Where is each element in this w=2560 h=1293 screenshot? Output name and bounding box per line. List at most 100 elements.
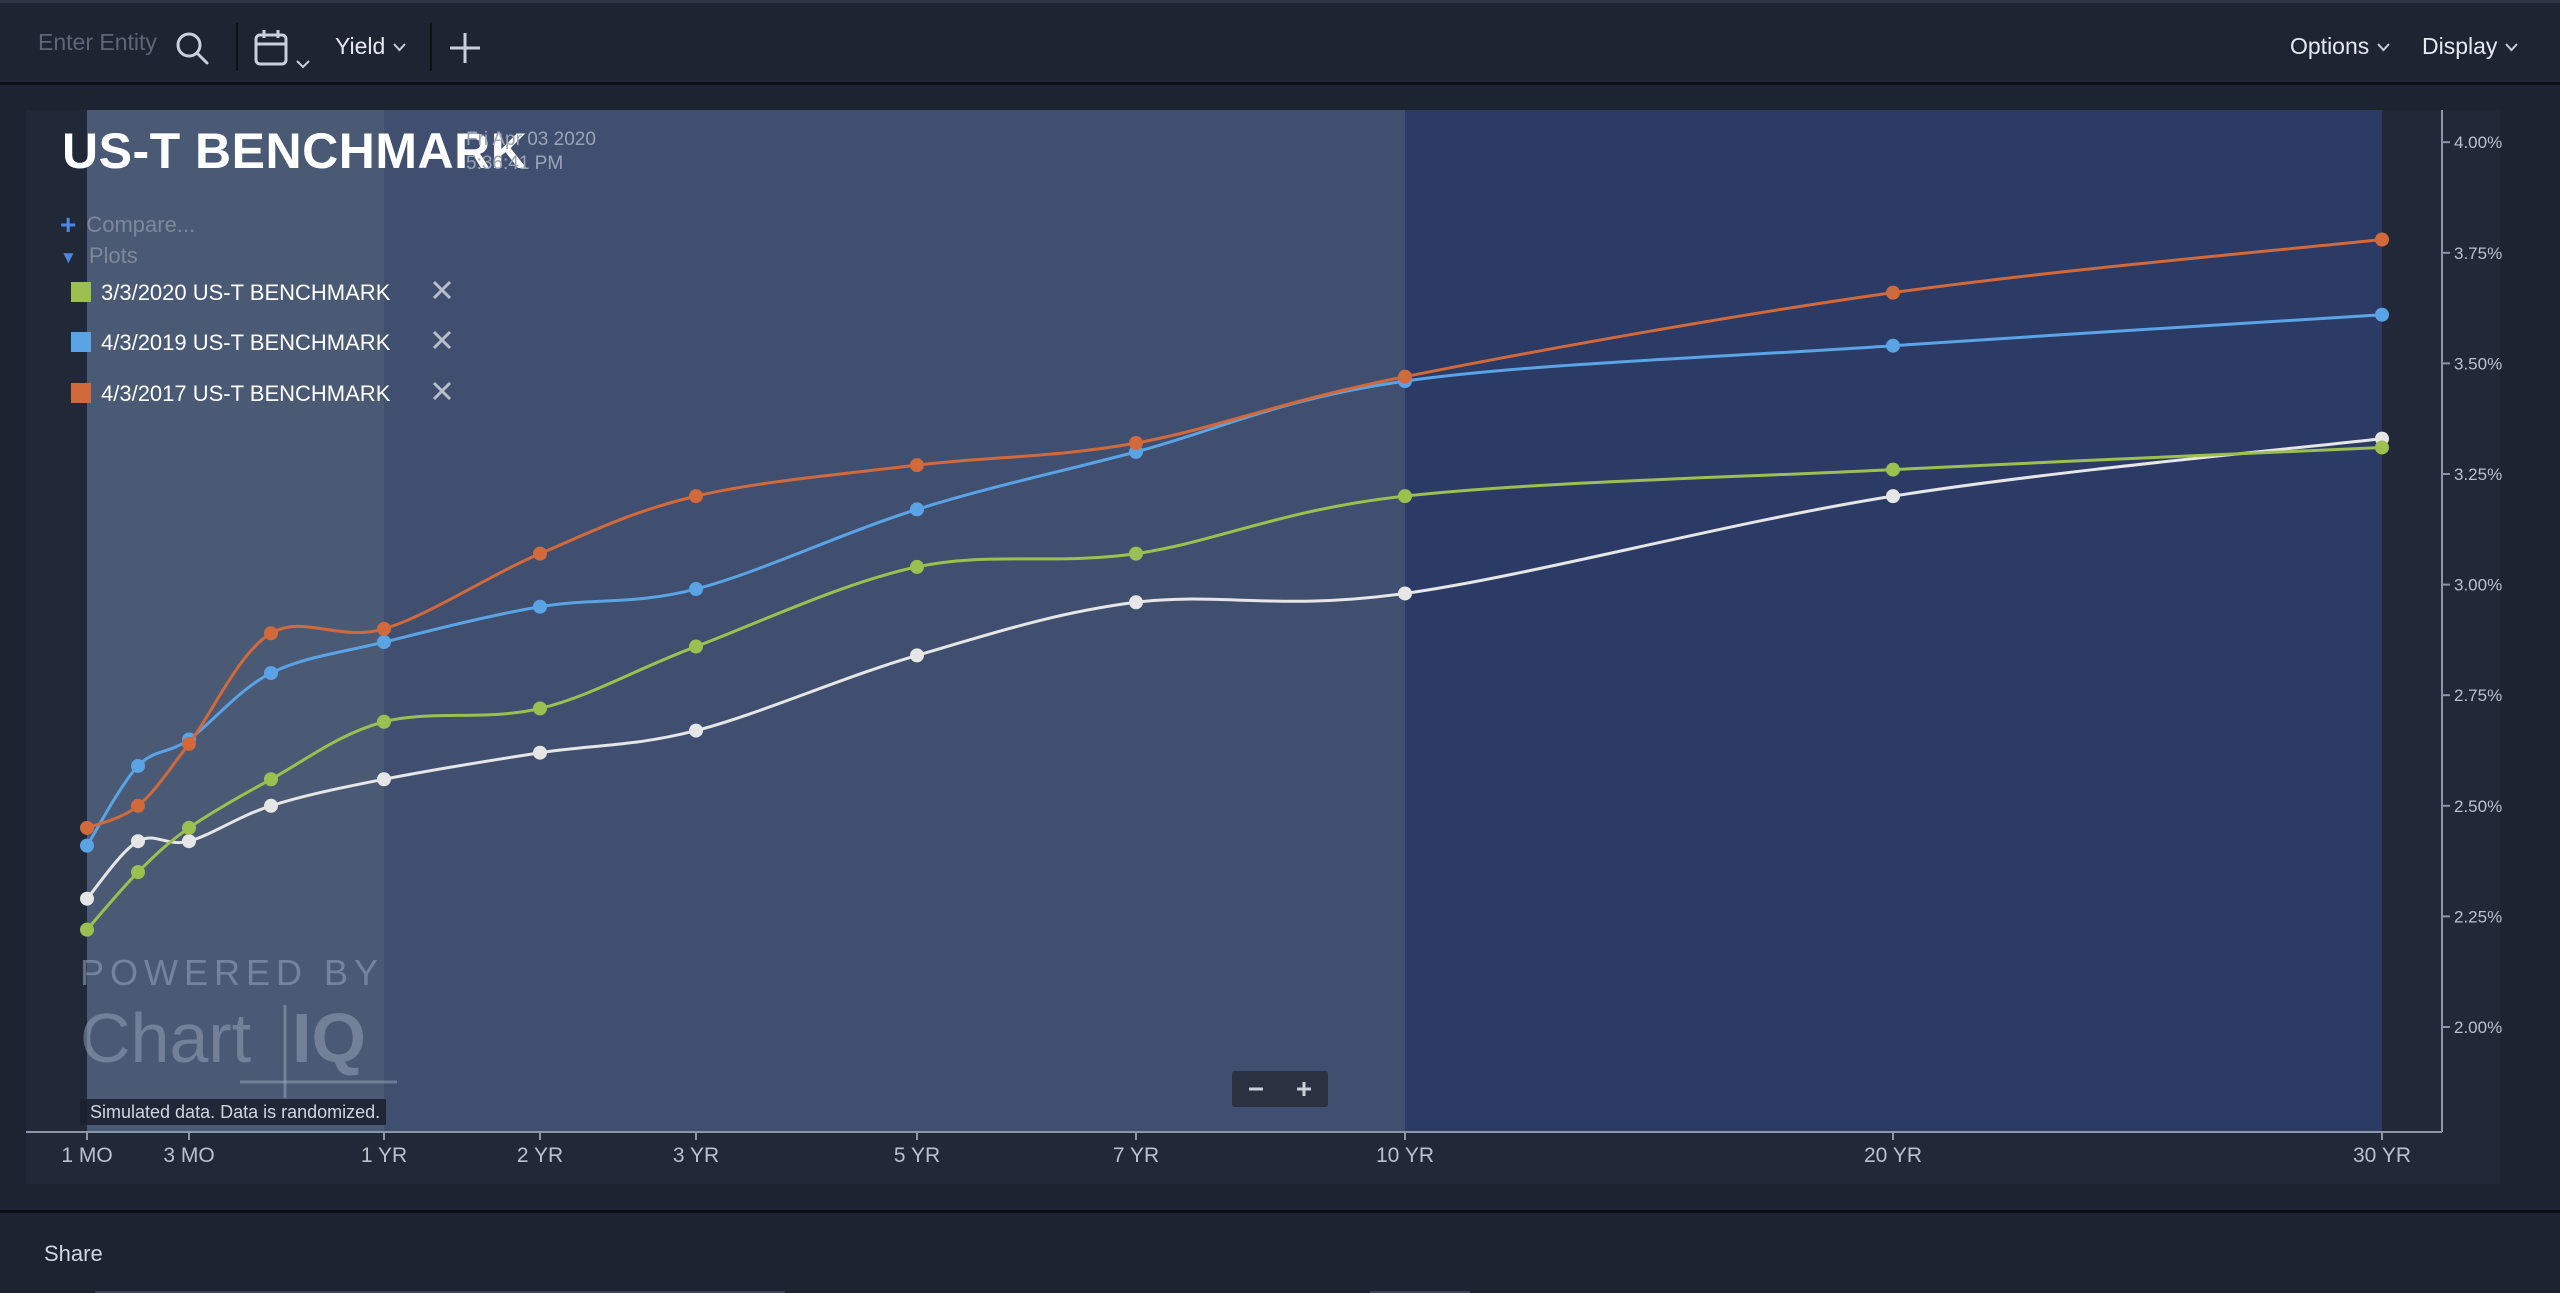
add-plus-icon[interactable] <box>448 31 482 65</box>
data-point <box>80 820 94 835</box>
maturity-band-long <box>1405 110 2382 1132</box>
yield-curve-chart[interactable]: 2.00% 2.25% 2.50% 2.75% 3.00% 3.25% 3.50% 3.75%… <box>0 0 2560 1210</box>
top-toolbar: Enter Entity Yield Options Display <box>0 0 2560 85</box>
data-point <box>131 798 145 813</box>
data-point <box>1886 462 1900 477</box>
entity-search-input[interactable]: Enter Entity <box>38 29 157 55</box>
chart-timestamp: Fri Apr 03 2020 5:36:41 PM <box>466 128 596 176</box>
data-point <box>80 891 94 906</box>
data-point <box>80 838 94 853</box>
display-label: Display <box>2422 33 2498 59</box>
data-point <box>264 626 278 641</box>
watermark-powered-by: POWERED BY <box>80 952 384 993</box>
display-dropdown[interactable]: Display <box>2422 33 2519 60</box>
close-icon[interactable] <box>429 378 455 404</box>
bottom-bar: Share <box>0 1210 2560 1293</box>
y-tick-label: 2.50% <box>2454 797 2502 816</box>
data-point <box>689 489 703 504</box>
x-tick-label: 10 YR <box>1376 1144 1434 1167</box>
yield-label: Yield <box>335 33 386 59</box>
close-icon[interactable] <box>429 277 455 303</box>
data-point <box>377 635 391 650</box>
data-point <box>264 666 278 681</box>
data-point <box>1886 489 1900 504</box>
x-tick-label: 2 YR <box>517 1144 563 1167</box>
data-point <box>182 736 196 751</box>
yield-dropdown[interactable]: Yield <box>335 33 407 60</box>
data-point <box>131 865 145 880</box>
chevron-down-icon[interactable] <box>296 59 310 69</box>
data-point <box>1886 338 1900 353</box>
series-line-0 <box>85 437 2383 900</box>
series-line-3 <box>86 238 2383 830</box>
data-point <box>1398 489 1412 504</box>
toolbar-divider <box>430 23 432 71</box>
x-tick-label: 7 YR <box>1113 1144 1159 1167</box>
data-point <box>264 772 278 787</box>
data-point <box>533 701 547 716</box>
data-point <box>377 714 391 729</box>
legend-label: 4/3/2017 US-T BENCHMARK <box>101 381 391 406</box>
y-tick-label: 3.25% <box>2454 465 2502 484</box>
x-tick-label: 3 MO <box>163 1144 214 1167</box>
scroll-indicator <box>95 1291 785 1293</box>
data-point <box>1886 285 1900 300</box>
chart-time: 5:36:41 PM <box>466 153 564 174</box>
data-point <box>131 834 145 849</box>
data-point <box>910 502 924 517</box>
legend-item[interactable]: 4/3/2019 US-T BENCHMARK <box>71 330 452 360</box>
data-point <box>1398 586 1412 601</box>
zoom-in-button[interactable] <box>1280 1071 1328 1107</box>
data-point <box>689 582 703 597</box>
data-point <box>533 599 547 614</box>
y-tick-label: 3.75% <box>2454 244 2502 263</box>
data-point <box>689 639 703 654</box>
maturity-band-mid <box>384 110 1405 1132</box>
data-point <box>1398 369 1412 384</box>
y-tick-label: 2.00% <box>2454 1018 2502 1037</box>
y-tick-label: 3.50% <box>2454 354 2502 373</box>
x-tick-label: 20 YR <box>1864 1144 1922 1167</box>
zoom-out-button[interactable] <box>1232 1071 1280 1107</box>
compare-button[interactable]: + Compare... <box>60 207 196 240</box>
x-tick-label: 1 MO <box>61 1144 112 1167</box>
x-tick-label: 30 YR <box>2353 1144 2411 1167</box>
chart-date: Fri Apr 03 2020 <box>466 129 596 150</box>
legend-label: 3/3/2020 US-T BENCHMARK <box>101 280 391 305</box>
data-point <box>2375 440 2389 455</box>
share-button[interactable]: Share <box>44 1241 103 1266</box>
data-point <box>1129 436 1143 451</box>
options-dropdown[interactable]: Options <box>2290 33 2391 60</box>
search-icon[interactable] <box>173 29 211 67</box>
close-icon[interactable] <box>429 327 455 353</box>
data-point <box>182 834 196 849</box>
data-point <box>910 648 924 663</box>
data-point <box>264 798 278 813</box>
legend-swatch <box>71 332 91 353</box>
plots-toggle[interactable]: ▼ Plots <box>60 243 138 269</box>
maturity-band-short <box>87 110 384 1132</box>
zoom-controls <box>1232 1071 1328 1107</box>
watermark-brand: Chart <box>80 999 251 1077</box>
note-background <box>80 1099 386 1125</box>
legend-item[interactable]: 3/3/2020 US-T BENCHMARK <box>71 280 452 310</box>
data-point <box>131 758 145 773</box>
y-tick-label: 3.00% <box>2454 576 2502 595</box>
plots-label: Plots <box>88 243 138 268</box>
series-line-2 <box>85 313 2383 847</box>
watermark-brand-iq: IQ <box>292 999 366 1077</box>
options-label: Options <box>2290 33 2370 59</box>
compare-label: Compare... <box>86 212 196 237</box>
data-point <box>80 922 94 937</box>
calendar-icon[interactable] <box>253 28 289 68</box>
chevron-down-icon <box>393 43 407 52</box>
triangle-down-icon: ▼ <box>60 248 77 267</box>
data-point <box>910 458 924 473</box>
x-tick-label: 1 YR <box>361 1144 407 1167</box>
scroll-indicator <box>1370 1291 1470 1293</box>
legend-item[interactable]: 4/3/2017 US-T BENCHMARK <box>71 381 452 411</box>
y-tick-label: 4.00% <box>2454 133 2502 152</box>
data-point <box>533 546 547 561</box>
data-point <box>910 559 924 574</box>
toolbar-divider <box>236 23 238 71</box>
